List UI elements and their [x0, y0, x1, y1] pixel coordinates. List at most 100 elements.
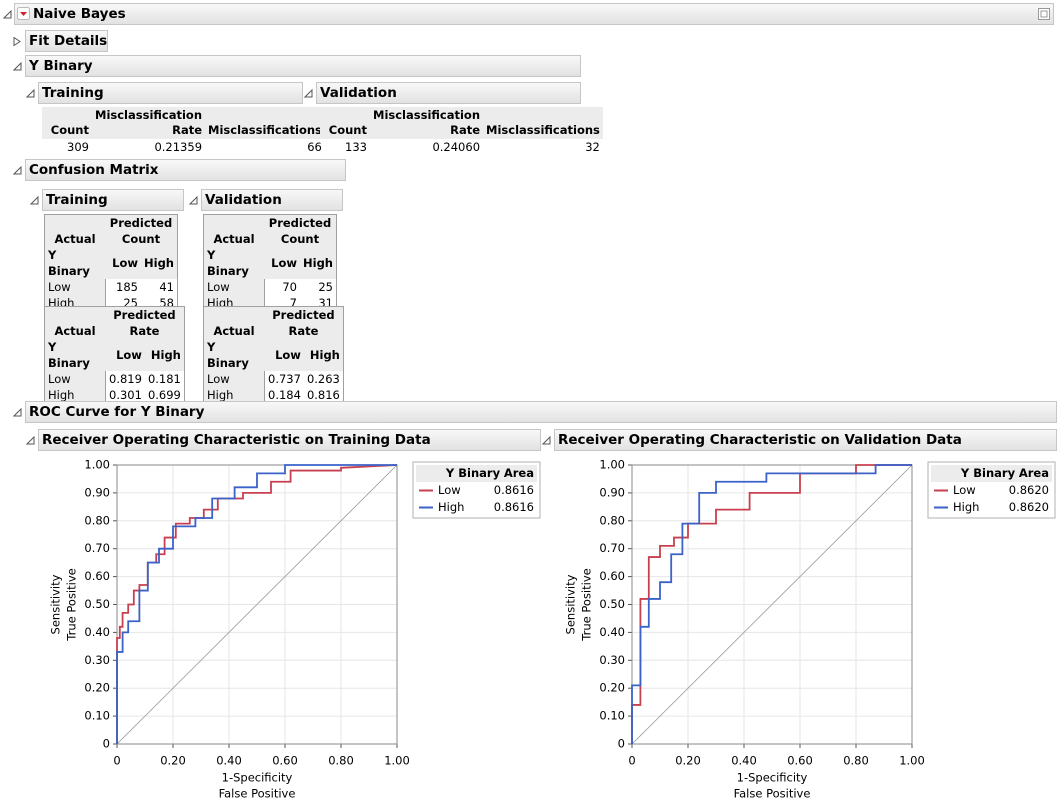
outline-header[interactable]: Fit Details	[13, 30, 108, 52]
triangle	[13, 166, 22, 175]
legend-area: 0.8620	[1009, 500, 1049, 514]
roc-chart: 0 0.10 0.20 0.30 0.40 0.50 0.60 0.70 0.80 0.90 1.0…	[564, 458, 1056, 801]
row: Y Binary Low High	[45, 247, 177, 279]
x-tick-label: 0.80	[843, 754, 869, 768]
outline-header[interactable]: Confusion Matrix	[13, 159, 346, 181]
row-label: Low	[204, 371, 264, 387]
legend-header: Area	[504, 466, 534, 480]
cell: 41	[159, 280, 174, 294]
row: Low 185 41	[45, 279, 177, 295]
outline-header[interactable]: Receiver Operating Characteristic on Tra…	[26, 429, 541, 451]
outline-header[interactable]: Validation	[189, 189, 343, 211]
cell: 0.819	[105, 371, 145, 387]
fit-table: Count Misclassification Rate Misclassifica…	[320, 107, 603, 155]
y-tick-label: 0.60	[84, 569, 110, 583]
outline-header[interactable]: Training	[26, 82, 303, 104]
disclosure-triangle[interactable]	[13, 408, 22, 418]
row: Low 70 25	[204, 279, 336, 295]
section-title: Confusion Matrix	[29, 162, 159, 178]
row-label: High	[45, 387, 105, 403]
y-tick-label: 1.00	[84, 458, 110, 472]
column-header: Count	[320, 107, 370, 139]
legend-label: Low	[438, 483, 461, 497]
cell: 185	[105, 279, 141, 295]
cell: 309	[67, 140, 89, 154]
measure-label: Count	[280, 232, 320, 246]
column-header: High	[300, 247, 336, 279]
legend-header: Y Binary	[445, 466, 501, 480]
section-title: Training	[42, 85, 104, 101]
y-tick-label: 0.50	[599, 597, 625, 611]
disclosure-triangle[interactable]	[26, 436, 35, 446]
row: Actual Predicted Count	[204, 215, 336, 247]
column-header: Misclassification Rate	[370, 107, 484, 139]
section-title: ROC Curve for Y Binary	[29, 404, 205, 420]
x-tick-label: 0.60	[787, 754, 813, 768]
outline-header[interactable]: Receiver Operating Characteristic on Val…	[542, 429, 1057, 451]
disclosure-triangle[interactable]	[189, 196, 198, 206]
outline-header[interactable]: Training	[30, 189, 184, 211]
y-tick-label: 0	[103, 737, 110, 751]
column-header: Misclassifications	[205, 107, 325, 139]
y-tick-label: 0.30	[599, 653, 625, 667]
row: High 0.301 0.699	[45, 387, 184, 403]
row-label: Low	[45, 371, 105, 387]
y-axis-title: True Positive	[65, 568, 79, 641]
row: Y Binary Low High	[204, 339, 343, 371]
y-tick-label: 0.10	[84, 709, 110, 723]
x-tick-label: 0.40	[216, 754, 242, 768]
y-tick-label: 0	[618, 737, 625, 751]
disclosure-triangle[interactable]	[13, 166, 22, 176]
column-header: Low	[105, 339, 145, 371]
outline-header[interactable]: Y Binary	[13, 55, 581, 77]
section-title: Validation	[205, 192, 282, 208]
disclosure-triangle[interactable]	[304, 89, 313, 99]
measure-label: Count	[121, 232, 161, 246]
row: Actual Predicted Rate	[45, 307, 184, 339]
section-title: Y Binary	[29, 58, 93, 74]
row-label: High	[204, 387, 264, 403]
disclosure-triangle[interactable]	[13, 37, 22, 47]
predicted-label: Predicted	[268, 216, 332, 230]
cell: 70	[264, 279, 300, 295]
triangle	[304, 89, 313, 98]
triangle	[30, 196, 39, 205]
row: Actual Predicted Rate	[204, 307, 343, 339]
y-tick-label: 0.70	[84, 541, 110, 555]
section-title: Receiver Operating Characteristic on Val…	[558, 432, 962, 448]
predicted-label: Predicted	[272, 308, 335, 322]
disclosure-triangle[interactable]	[26, 89, 35, 99]
legend-area: 0.8616	[494, 500, 534, 514]
y-axis-title: Sensitivity	[564, 574, 578, 634]
column-header: Low	[264, 339, 304, 371]
y-tick-label: 0.90	[84, 485, 110, 499]
cell: 0.24060	[432, 140, 481, 154]
x-tick-label: 1.00	[899, 754, 925, 768]
row: Actual Predicted Count	[45, 215, 177, 247]
x-tick-label: 1.00	[384, 754, 410, 768]
disclosure-triangle[interactable]	[13, 62, 22, 72]
y-tick-label: 0.40	[84, 625, 110, 639]
roc-line	[116, 464, 397, 744]
outline-header[interactable]: Naive Bayes	[3, 3, 1054, 25]
disclosure-triangle[interactable]	[30, 196, 39, 206]
group-header: Y Binary	[204, 339, 264, 371]
predicted-header: Predicted Rate	[264, 307, 343, 339]
outline-header[interactable]: Validation	[304, 82, 581, 104]
outline-header[interactable]: ROC Curve for Y Binary	[13, 401, 1057, 423]
disclosure-triangle[interactable]	[3, 10, 12, 19]
x-tick-label: 0	[628, 754, 635, 768]
red-menu-icon[interactable]	[17, 7, 30, 20]
predicted-label: Predicted	[113, 308, 176, 322]
triangle	[3, 10, 12, 19]
disclosure-triangle[interactable]	[542, 436, 551, 446]
roc-line	[116, 464, 398, 744]
column-header: Misclassifications	[483, 107, 603, 139]
legend-header: Area	[1019, 466, 1049, 480]
y-tick-label: 0.50	[84, 597, 110, 611]
triangle	[542, 436, 551, 445]
cell: 0.181	[147, 372, 181, 386]
cell: 0.816	[306, 388, 340, 402]
close-icon[interactable]	[1038, 8, 1050, 20]
triangle	[26, 436, 35, 445]
